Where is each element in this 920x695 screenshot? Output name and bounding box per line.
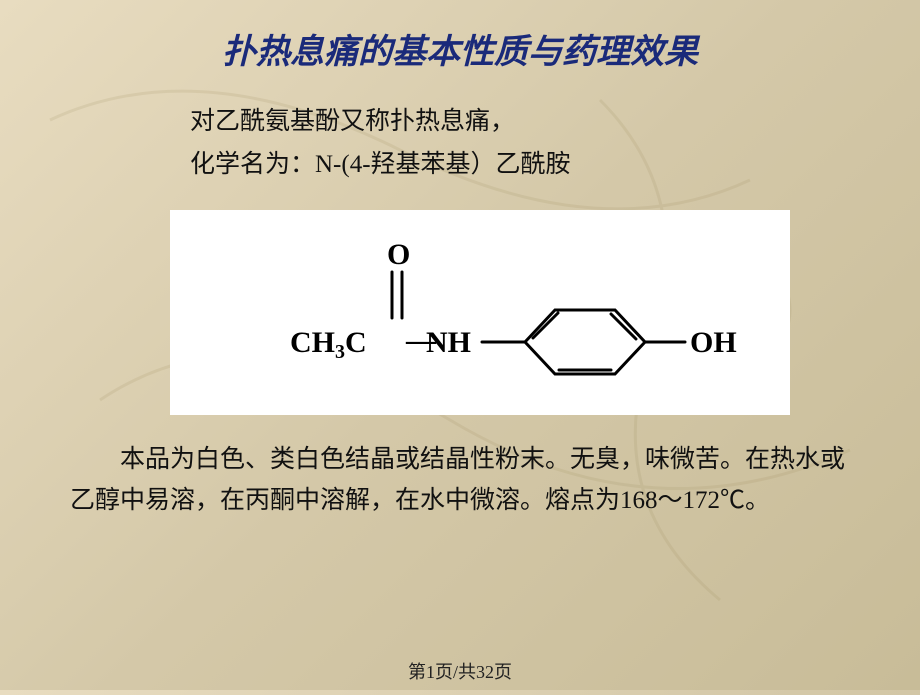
slide-container: 扑热息痛的基本性质与药理效果 对乙酰氨基酚又称扑热息痛， 化学名为：N-(4-羟… [0,0,920,690]
chem-ch3: CH [290,326,335,359]
slide-title: 扑热息痛的基本性质与药理效果 [40,24,880,73]
chem-ch3-tail: C [345,326,367,359]
chem-o: O [387,238,410,271]
chem-oh: OH [690,326,737,359]
svg-text:—: — [405,324,437,357]
intro-line-2: 化学名为：N-(4-羟基苯基）乙酰胺 [190,144,880,187]
chemical-structure: CH3C O NH — OH [170,210,790,415]
body-paragraph: 本品为白色、类白色结晶或结晶性粉末。无臭，味微苦。在热水或乙醇中易溶，在丙酮中溶… [40,439,880,522]
intro-line-1: 对乙酰氨基酚又称扑热息痛， [190,101,880,144]
intro-block: 对乙酰氨基酚又称扑热息痛， 化学名为：N-(4-羟基苯基）乙酰胺 [190,101,880,186]
svg-text:CH3C: CH3C [290,326,367,363]
chem-ch3-sub: 3 [335,341,345,363]
page-footer: 第1页/共32页 [0,658,920,684]
